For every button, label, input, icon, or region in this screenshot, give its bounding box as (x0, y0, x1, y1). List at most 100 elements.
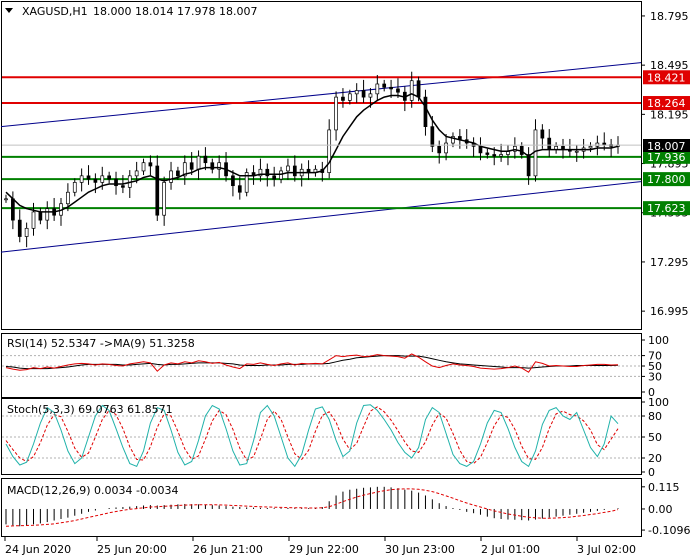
price-channel (0, 62, 642, 253)
level-tag-label: 17.800 (647, 173, 686, 186)
candle-body (244, 172, 249, 193)
tick-label: 0 (648, 386, 655, 399)
level-tag-bg (643, 172, 690, 187)
candle-body (182, 162, 187, 177)
price-pane[interactable]: 18.79518.49518.19517.89517.59517.29516.9… (0, 1, 690, 330)
symbol-label: XAGUSD,H1 (22, 5, 88, 18)
candle-body (148, 162, 153, 167)
candle-body (114, 178, 118, 187)
candle-body (203, 155, 208, 164)
candle-body (11, 198, 15, 221)
candle-body (31, 211, 36, 229)
candle-body (100, 175, 105, 183)
tick-label: 70 (648, 350, 662, 363)
time-tick-label: 26 Jun 21:00 (193, 543, 263, 556)
candle-body (416, 80, 421, 98)
candle-body (526, 154, 531, 177)
level-tag-bg (643, 201, 690, 216)
macd-pane[interactable]: MACD(12,26,9) 0.0034 -0.0034 0.115 0.00 -0… (1, 478, 691, 538)
candle-body (45, 208, 50, 221)
current-price-label: 18.007 (647, 140, 686, 153)
candle-body (327, 129, 332, 173)
candle-body (237, 185, 242, 193)
tick-label: 0 (648, 466, 655, 479)
candle-body (121, 185, 125, 188)
rsi-pane[interactable]: RSI(14) 52.5347 ->MA(9) 51.3258 100 70503… (1, 333, 670, 400)
candle-body (86, 175, 91, 180)
macd-axis: 0.115 0.00 -0.1096 (641, 481, 690, 537)
current-price-tag: 18.007 (643, 139, 690, 153)
candle-body (134, 170, 139, 177)
candle-body (231, 175, 235, 187)
level-tag-bg (643, 149, 690, 164)
candle-body (107, 175, 111, 180)
level-tag-bg (643, 96, 690, 111)
candle-body (540, 129, 545, 139)
channel-line (0, 62, 642, 128)
level-price-tags: 18.421 18.264 17.936 17.800 17.623 (643, 70, 690, 216)
price-tick-label: 18.495 (650, 59, 689, 72)
candle-body (272, 175, 277, 180)
time-tick-label: 30 Jun 23:00 (385, 543, 455, 556)
stoch-label: Stoch(5,3,3) 69.0763 61.8571 (7, 403, 173, 416)
macd-signal-line (5, 488, 619, 527)
time-axis: 24 Jun 2020 25 Jun 20:00 26 Jun 21:00 29 Ju… (4, 537, 636, 556)
rsi-label: RSI(14) 52.5347 ->MA(9) 51.3258 (7, 337, 195, 350)
price-tick-label: 17.295 (650, 256, 689, 269)
candle-body (217, 162, 222, 170)
candle-body (485, 152, 490, 155)
time-tick-label: 3 Jul 02:00 (577, 543, 636, 556)
candle-body (382, 83, 387, 88)
level-tag-label: 17.936 (647, 151, 686, 164)
candle-body (4, 198, 8, 201)
candle-body (354, 90, 359, 95)
tick-label: 100 (648, 334, 669, 347)
tick-label: 0.115 (648, 481, 680, 494)
moving-average-line (5, 92, 619, 213)
candle-body (176, 170, 180, 177)
candle-body (574, 150, 579, 153)
candle-body (451, 136, 455, 144)
candle-body (588, 145, 593, 149)
level-tag-label: 18.264 (647, 97, 686, 110)
price-candles (4, 71, 620, 248)
candle-body (409, 80, 414, 101)
time-tick-label: 24 Jun 2020 (5, 543, 71, 556)
price-pane-frame (1, 1, 642, 330)
candle-body (423, 96, 428, 127)
candle-body (437, 145, 442, 154)
candle-body (361, 90, 366, 98)
candle-body (258, 168, 263, 177)
time-tick-label: 25 Jun 20:00 (97, 543, 167, 556)
level-tag-label: 17.623 (647, 202, 686, 215)
candle-body (196, 155, 201, 170)
candle-body (38, 211, 43, 221)
candle-body (17, 219, 22, 237)
candle-body (24, 227, 29, 237)
candle-body (189, 162, 194, 170)
tick-label: -0.1096 (648, 524, 690, 537)
tick-label: 80 (648, 410, 662, 423)
candle-body (513, 145, 517, 152)
time-tick-label: 29 Jun 22:00 (289, 543, 359, 556)
candle-body (72, 182, 77, 193)
level-tag-bg (643, 70, 690, 85)
candle-body (279, 170, 283, 180)
collapse-arrow-icon[interactable] (5, 8, 13, 13)
tick-label: 30 (648, 370, 662, 383)
stoch-signal-line (5, 406, 619, 465)
macd-label: MACD(12,26,9) 0.0034 -0.0034 (7, 484, 178, 497)
candle-body (210, 162, 215, 170)
candle-body (341, 96, 345, 101)
candle-body (162, 182, 167, 216)
stoch-main-line (5, 404, 619, 468)
candle-body (169, 170, 173, 183)
candle-body (396, 88, 400, 93)
candle-body (155, 165, 160, 216)
candle-body (430, 126, 435, 147)
candle-body (602, 142, 607, 146)
candle-body (292, 165, 297, 177)
